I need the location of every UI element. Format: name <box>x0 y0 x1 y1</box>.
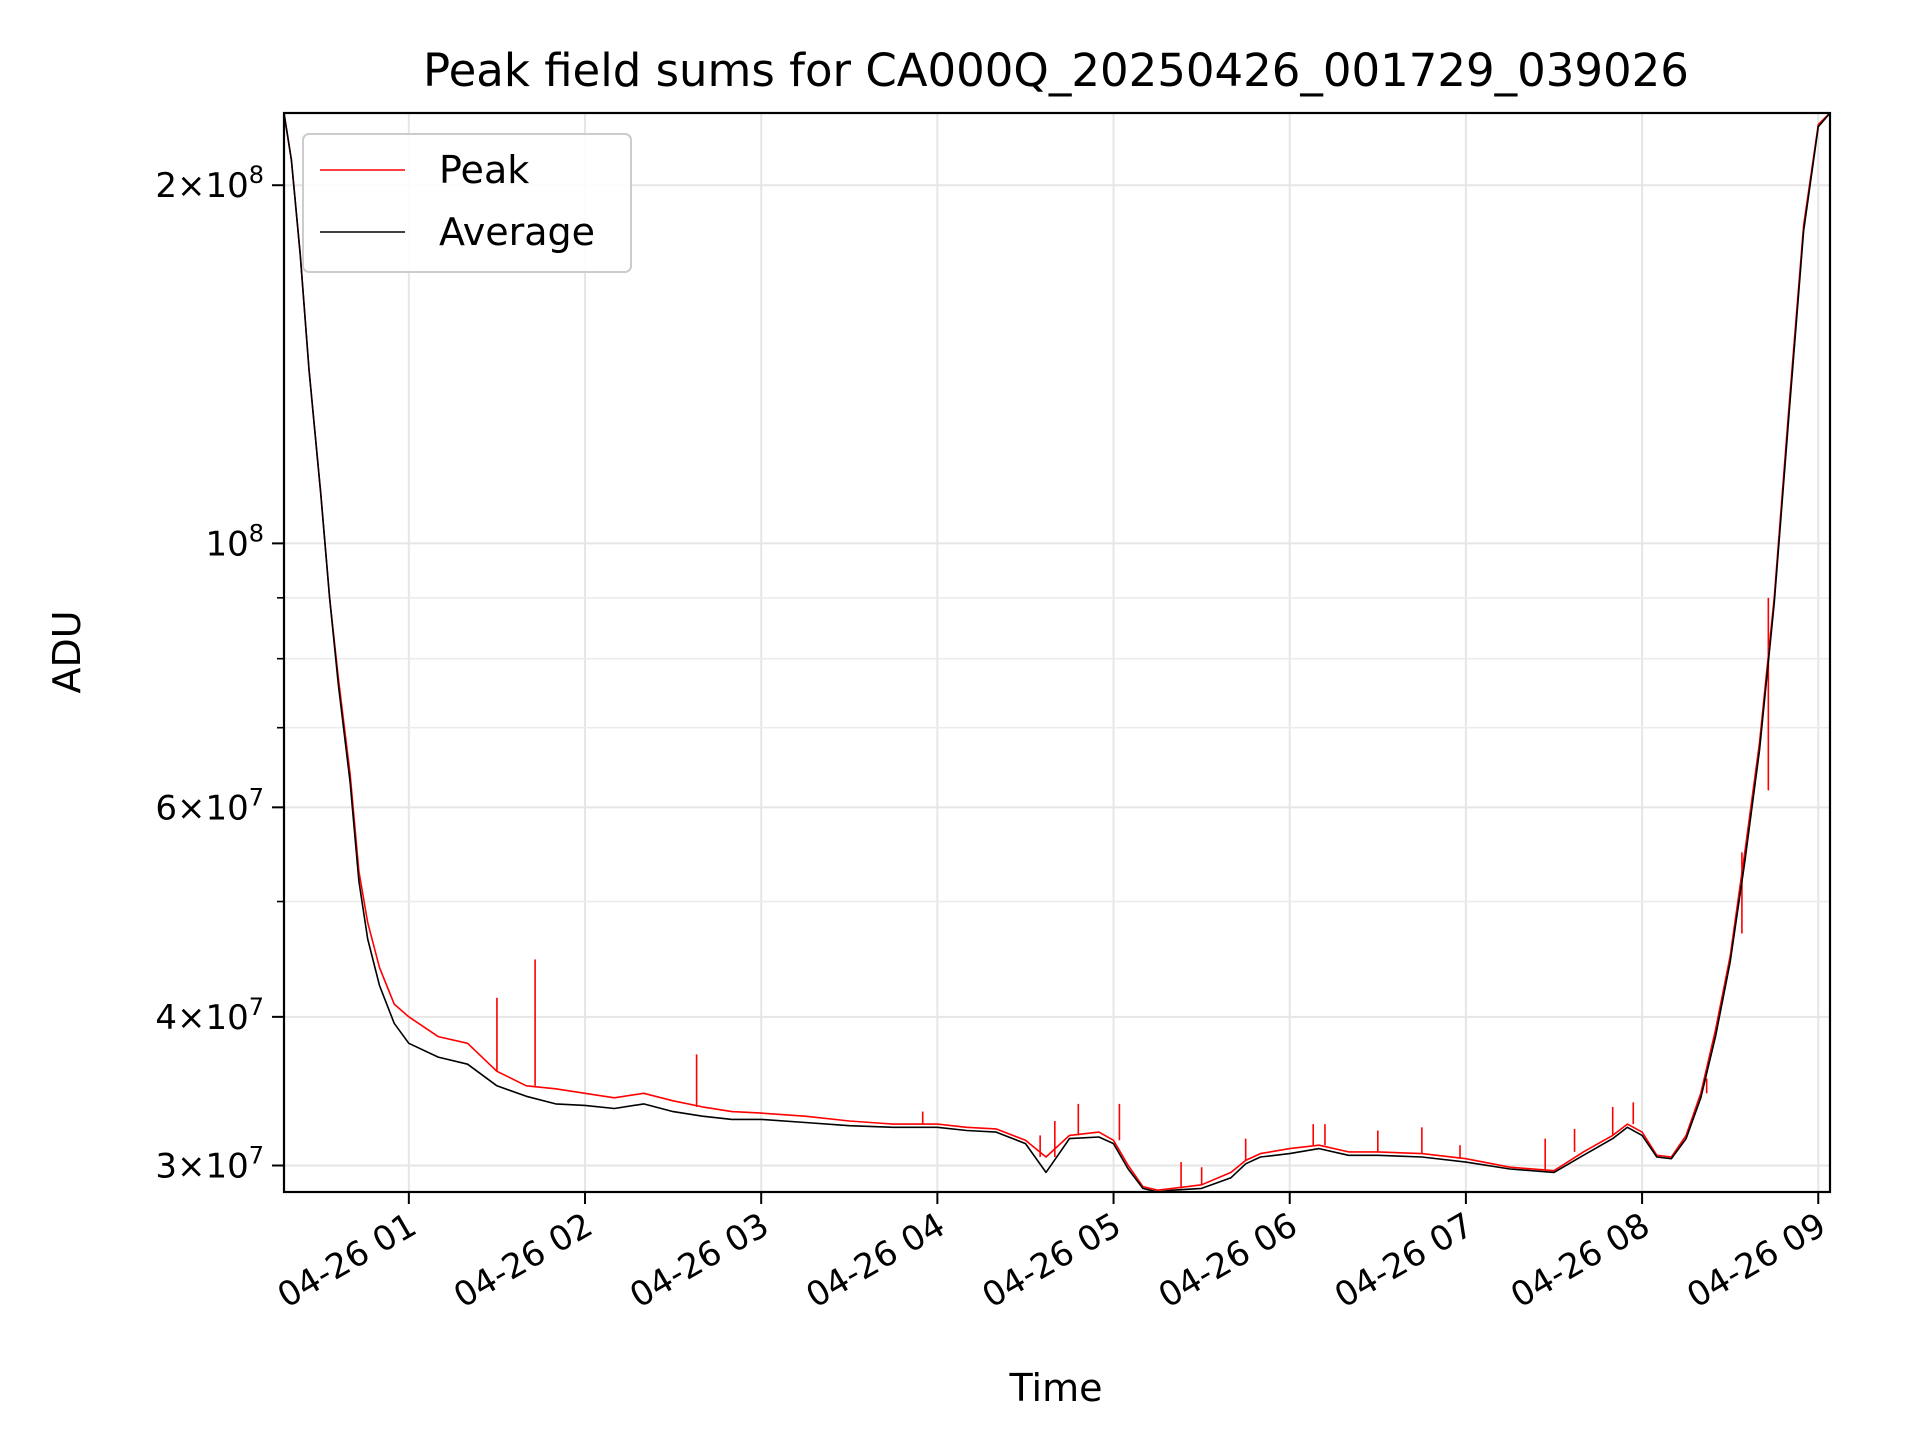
y-tick-exponent: 7 <box>249 993 264 1021</box>
y-tick-exponent: 8 <box>249 161 264 189</box>
legend-label-average: Average <box>439 210 595 254</box>
y-tick-label: 2×108 <box>155 161 264 206</box>
y-tick-exponent: 7 <box>249 783 264 811</box>
chart-title: Peak field sums for CA000Q_20250426_0017… <box>423 44 1689 97</box>
y-tick-label: 3×107 <box>155 1141 264 1186</box>
y-tick-mantissa: 2 <box>155 166 177 206</box>
y-tick-mantissa: 3 <box>155 1146 177 1186</box>
series-line-peak <box>284 113 1830 1191</box>
series-layer <box>284 113 1830 1192</box>
y-tick-exponent: 7 <box>249 1141 264 1169</box>
legend-box <box>302 133 632 273</box>
x-axis-label: Time <box>1009 1366 1103 1410</box>
grid <box>284 113 1830 1192</box>
y-tick-label: 108 <box>205 519 264 564</box>
legend-label-peak: Peak <box>439 148 529 192</box>
y-axis-label: ADU <box>45 610 89 693</box>
series-line-average <box>284 113 1830 1192</box>
y-tick-label: 6×107 <box>155 783 264 828</box>
y-tick-mantissa: 6 <box>155 788 177 828</box>
plot-frame <box>282 111 1832 1194</box>
y-tick-mantissa: 4 <box>155 998 177 1038</box>
y-tick-exponent: 8 <box>249 519 264 547</box>
legend: Peak Average <box>302 133 632 273</box>
y-tick-label: 4×107 <box>155 993 264 1038</box>
